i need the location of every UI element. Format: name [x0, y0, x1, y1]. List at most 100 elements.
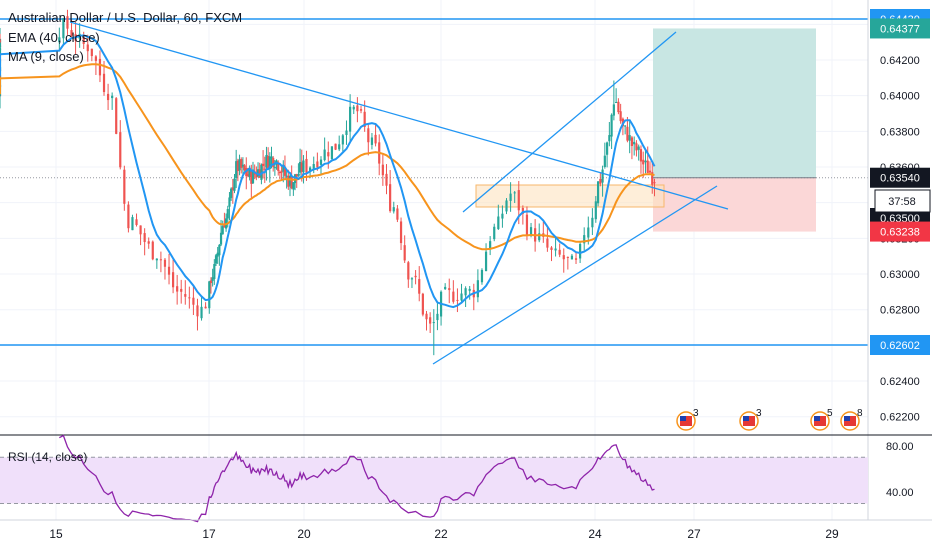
candle-body — [642, 159, 645, 165]
candle-body — [290, 176, 293, 189]
candle-body — [219, 232, 223, 245]
flag-canton — [743, 416, 749, 421]
candle-body — [263, 168, 266, 170]
candle-body — [538, 233, 541, 241]
trendlines[interactable] — [69, 21, 729, 365]
candle-body — [505, 200, 508, 212]
candle-body — [285, 175, 288, 177]
candle-body — [603, 155, 606, 167]
candle-body — [334, 143, 337, 150]
candle-body — [509, 193, 512, 201]
time-tick-label: 24 — [588, 527, 602, 541]
candle-body — [637, 146, 640, 150]
event-count: 8 — [857, 408, 863, 419]
candle-body — [250, 169, 253, 184]
candle-body — [171, 272, 175, 288]
candle-body — [480, 269, 484, 283]
candle-body — [167, 266, 171, 275]
candle-body — [159, 259, 163, 261]
candle-body — [356, 105, 359, 112]
candle-body — [345, 130, 348, 135]
candle-body — [615, 102, 618, 104]
event-marker[interactable]: 3 — [739, 408, 762, 431]
candle-body — [0, 94, 2, 96]
candle-body — [240, 159, 243, 168]
candle-body — [127, 204, 130, 229]
time-tick-label: 20 — [297, 527, 311, 541]
candle-body — [396, 208, 399, 220]
candle-body — [583, 235, 586, 244]
price-label-box — [870, 221, 930, 242]
candle-body — [119, 132, 122, 168]
candle-body — [298, 161, 302, 173]
candle-body — [617, 101, 620, 113]
candle-body — [626, 126, 629, 141]
candle-body — [594, 201, 597, 220]
event-marker[interactable]: 8 — [840, 408, 863, 431]
candle-body — [513, 192, 516, 194]
candle-body — [241, 164, 245, 167]
candle-body — [288, 175, 292, 186]
rsi-legend[interactable]: RSI (14, close) — [8, 450, 87, 464]
economic-event-markers[interactable]: 3 3 5 8 — [676, 408, 863, 431]
candle-body — [612, 104, 615, 116]
trendline[interactable] — [432, 185, 718, 365]
price-tick-label: 0.62200 — [880, 412, 920, 424]
candle-body — [501, 213, 504, 219]
rsi-tick-label: 40.00 — [886, 487, 914, 499]
candle-body — [418, 279, 421, 294]
candle-body — [211, 277, 214, 281]
candle-body — [184, 294, 187, 297]
candle-body — [213, 264, 216, 279]
candle-body — [188, 297, 191, 299]
candle-body — [163, 259, 167, 267]
candle-body — [66, 16, 69, 29]
event-marker[interactable]: 3 — [676, 408, 699, 431]
trendline[interactable] — [462, 31, 677, 213]
candle-body — [255, 174, 258, 178]
ma-legend[interactable]: MA (9, close) — [8, 49, 84, 64]
candle-body — [98, 58, 102, 76]
ma-9-line — [0, 34, 656, 309]
candle-body — [270, 156, 273, 159]
candle-body — [558, 249, 561, 255]
candle-body — [223, 224, 226, 228]
ema-40-line — [0, 63, 655, 251]
candle-body — [525, 214, 529, 236]
candle-body — [529, 227, 533, 236]
candle-body — [62, 18, 65, 39]
candle-body — [370, 137, 374, 145]
candle-body — [596, 181, 600, 204]
candle-body — [86, 44, 89, 52]
price-scale-panel[interactable] — [868, 0, 932, 520]
price-label-box — [870, 18, 930, 39]
price-range-rectangle[interactable] — [475, 184, 665, 208]
ema-legend[interactable]: EMA (40, close) — [8, 30, 100, 45]
candle-body — [292, 182, 295, 190]
candle-body — [155, 258, 158, 261]
event-marker[interactable]: 5 — [810, 408, 833, 431]
candle-body — [429, 317, 432, 324]
candle-body — [218, 244, 221, 256]
price-label-box — [870, 167, 930, 188]
long-position-profit-zone[interactable] — [653, 28, 816, 178]
candle-body — [392, 207, 395, 212]
price-label: 0.63540 — [870, 167, 930, 188]
candle-body — [316, 161, 319, 168]
candle-body — [460, 293, 463, 301]
candle-body — [323, 149, 326, 161]
candle-body — [230, 188, 233, 198]
candle-body — [135, 219, 138, 225]
price-tick-label: 0.63800 — [880, 126, 920, 138]
candle-body — [414, 275, 417, 278]
candle-body — [407, 262, 410, 280]
trendline[interactable] — [69, 21, 729, 210]
time-tick-label: 17 — [202, 527, 216, 541]
long-position-loss-zone[interactable] — [653, 177, 816, 232]
candle-body — [338, 144, 341, 150]
candle-body — [562, 255, 565, 260]
candle-body — [521, 207, 524, 214]
candle-body — [330, 146, 334, 159]
symbol-title[interactable]: Australian Dollar / U.S. Dollar, 60, FXC… — [8, 10, 242, 25]
